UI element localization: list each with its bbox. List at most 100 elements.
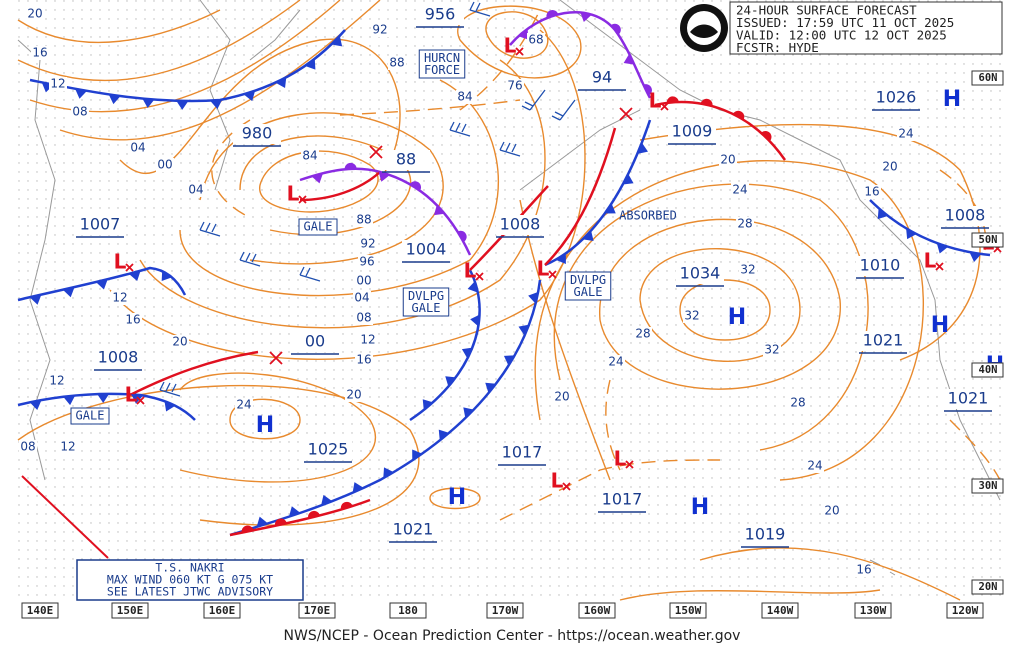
front-triangle (461, 347, 473, 359)
header-line: VALID: 12:00 UTC 12 OCT 2025 (736, 28, 947, 43)
isobar-label-bg (607, 355, 625, 369)
isobar-label-bg (353, 291, 371, 305)
isobar-label-bg (129, 141, 147, 155)
annotation: DVLPG GALE (570, 273, 606, 299)
low-x (125, 263, 134, 272)
pressure-value: 1019 (745, 525, 786, 544)
isobar-label: 12 (112, 291, 127, 305)
noaa-logo (680, 4, 728, 52)
isobar-label: 24 (732, 183, 747, 197)
annotation-box (298, 218, 338, 236)
low-x (935, 262, 944, 271)
isobar-label: 00 (157, 158, 172, 172)
lat-label-box (971, 478, 1004, 494)
isobar-label-bg (31, 46, 49, 60)
forecast-x (269, 351, 283, 365)
annotation-box (418, 49, 466, 79)
front-triangle (142, 98, 155, 109)
lon-label-box (389, 602, 427, 619)
pressure-value: 88 (396, 150, 416, 169)
isobar-label-bg (634, 327, 652, 341)
annotation: GALE (76, 409, 105, 423)
isobar-label-bg (881, 160, 899, 174)
isobar-label: 24 (898, 127, 913, 141)
low-x (298, 195, 307, 204)
front-triangle (176, 100, 189, 110)
front-semicircle (274, 518, 287, 526)
front-triangle (352, 482, 364, 493)
front-triangle (331, 35, 343, 47)
isobar-label: 04 (354, 291, 369, 305)
lon-label-box (298, 602, 336, 619)
lat-label: 60N (979, 72, 998, 84)
front-triangle (906, 228, 917, 240)
front-triangle (445, 376, 457, 387)
front-triangle (275, 77, 287, 88)
pressure-bg (668, 122, 716, 142)
pressure-bg (496, 215, 544, 235)
isobar-label-bg (823, 504, 841, 518)
isobar-label: 32 (684, 309, 699, 323)
pressure-bg (856, 256, 904, 276)
isobar-label-bg (187, 183, 205, 197)
isobar-label-bg (683, 309, 701, 323)
lon-label: 140W (767, 604, 794, 617)
pressure-value: 956 (425, 5, 456, 24)
isobar-label-bg (355, 353, 373, 367)
front-triangle (288, 506, 301, 517)
lon-label-box (21, 602, 59, 619)
front-triangle (108, 94, 121, 105)
lat-label-box (971, 70, 1004, 86)
lon-label-box (111, 602, 149, 619)
isobar-label: 76 (507, 79, 522, 93)
front-triangle (256, 516, 269, 527)
front-triangle (485, 382, 497, 394)
low-center: L (504, 34, 517, 58)
front-triangle (503, 355, 515, 366)
lat-label-box (971, 232, 1004, 248)
annotation: ABSORBED (619, 209, 677, 223)
isobar-label: 88 (356, 213, 371, 227)
isobar-label-bg (789, 396, 807, 410)
low-x (548, 270, 557, 279)
front-semicircle (241, 525, 254, 533)
front-semicircle (546, 10, 559, 18)
isobar-label: 12 (360, 333, 375, 347)
isobar-label-bg (355, 213, 373, 227)
high-center: H (931, 313, 949, 338)
front-triangle (75, 88, 87, 99)
isobar-label: 08 (20, 440, 35, 454)
isobar-label-bg (358, 255, 376, 269)
pressure-bg (941, 206, 989, 226)
pressure-value: 1004 (406, 240, 447, 259)
lat-label-box (971, 579, 1004, 595)
front-triangle (97, 393, 110, 403)
isobar-label-bg (355, 274, 373, 288)
front-triangle (438, 429, 450, 441)
front-triangle (580, 11, 592, 22)
isobar-label-bg (506, 79, 524, 93)
pressure-bg (872, 88, 920, 108)
lon-label: 150E (117, 604, 144, 617)
isobar-label-bg (345, 388, 363, 402)
lon-label-box (578, 602, 616, 619)
isobar-label-bg (806, 459, 824, 473)
footer: NWS/NCEP - Ocean Prediction Center - htt… (284, 628, 741, 644)
header-line: ISSUED: 17:59 UTC 11 OCT 2025 (736, 15, 954, 30)
isobar-label: 00 (356, 274, 371, 288)
front-triangle (467, 280, 478, 293)
low-center: L (114, 250, 127, 274)
isobar-label: 12 (49, 374, 64, 388)
front-semicircle (344, 162, 357, 169)
annotation-box (70, 407, 110, 425)
isobar-label-bg (731, 183, 749, 197)
low-center: L (537, 257, 550, 281)
front-triangle (210, 99, 223, 110)
isobar-label-bg (235, 398, 253, 412)
front-triangle (969, 252, 982, 262)
isobar-label: 12 (60, 440, 75, 454)
isobar-label: 84 (457, 90, 472, 104)
isobar-label-bg (863, 185, 881, 199)
pressure-value: 1007 (80, 215, 121, 234)
pressure-bg (382, 150, 430, 170)
